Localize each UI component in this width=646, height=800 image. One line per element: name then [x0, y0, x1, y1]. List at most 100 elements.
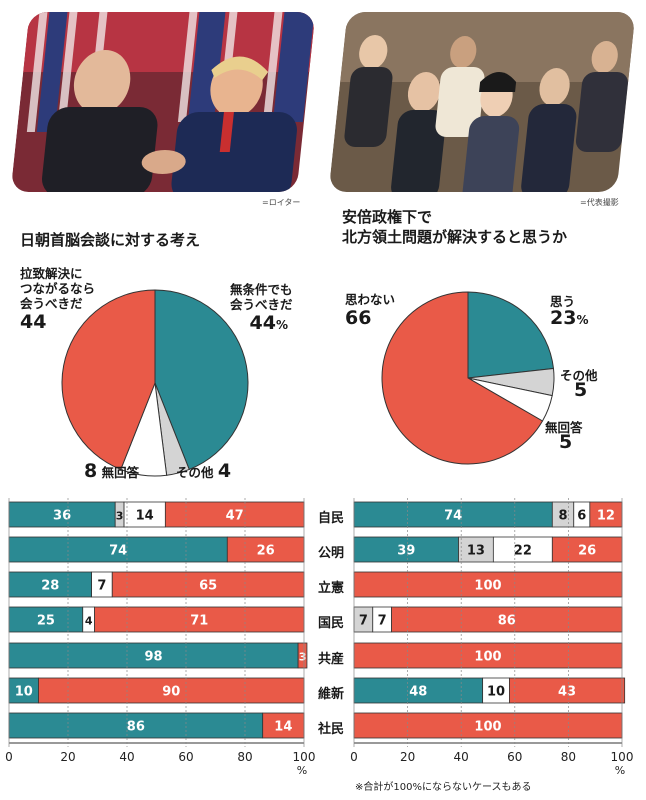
pie-left-value-unconditional: 44 — [249, 312, 276, 334]
left-bar-label: 14 — [136, 509, 154, 524]
left-tick-label: 0 — [5, 750, 13, 764]
pie-left-label-conditional: 拉致解決に つながるなら 会うべきだ 44 — [20, 266, 96, 332]
left-bar-segment — [297, 642, 308, 669]
right-bar-segment — [353, 536, 459, 563]
right-bar-segment — [492, 536, 553, 563]
pie-slice — [467, 291, 555, 379]
right-bar-segment — [391, 606, 623, 633]
pie-right-label-yes-text: 思う — [550, 294, 576, 309]
left-bar-segment — [94, 606, 305, 633]
pie-right-label-no-text: 思わない — [345, 292, 396, 307]
pie-left-label-none-text: 無回答 — [101, 465, 140, 480]
pie-right-title-line1: 安倍政権下で — [342, 208, 433, 226]
right-tick-label: 100 — [611, 750, 634, 764]
left-bar-label: 4 — [85, 615, 93, 628]
right-bar-label: 86 — [498, 614, 516, 629]
left-tick-label: 100 — [293, 750, 316, 764]
pie-right-value-other: 5 — [574, 379, 588, 401]
right-bar-segment — [482, 677, 510, 704]
left-bar-label: 65 — [199, 579, 217, 594]
pie-left-label-none: 8 無回答 — [84, 462, 140, 481]
pie-right-pct: % — [576, 313, 589, 327]
pie-left-value-none: 8 — [84, 460, 98, 482]
pie-left-label-conditional-line1: 拉致解決に — [20, 266, 83, 281]
pie-left-label-other: その他 4 — [176, 462, 231, 481]
left-bar-label: 71 — [190, 614, 208, 629]
left-bar-label: 98 — [145, 650, 163, 665]
left-bar-label: 25 — [37, 614, 55, 629]
right-bar-label: 26 — [578, 544, 596, 559]
pie-right-label-none: 無回答 5 — [545, 420, 583, 452]
right-bar-label: 39 — [397, 544, 415, 559]
left-bar-segment — [226, 536, 305, 563]
party-label: 自民 — [317, 511, 344, 526]
right-tick-label: 20 — [400, 750, 415, 764]
pie-left-label-unconditional-line2: 会うべきだ — [230, 297, 293, 312]
right-bar-label: 100 — [474, 650, 501, 665]
right-bar-label: 48 — [409, 685, 427, 700]
party-label: 国民 — [317, 616, 344, 631]
left-bar-label: 10 — [15, 685, 33, 700]
right-bar-label: 100 — [474, 579, 501, 594]
pie-left-title: 日朝首脳会談に対する考え — [20, 231, 201, 249]
pie-right-label-no: 思わない 66 — [345, 292, 396, 328]
photo-right — [328, 12, 636, 192]
right-axis-unit: % — [615, 764, 625, 777]
right-tick-label: 0 — [350, 750, 358, 764]
right-bar-label: 100 — [474, 720, 501, 735]
party-label: 維新 — [317, 687, 344, 702]
left-bar-label: 36 — [53, 509, 71, 524]
pie-slice — [61, 289, 156, 471]
left-bar-label: 86 — [127, 720, 145, 735]
left-bar-segment — [8, 712, 264, 739]
pie-left-label-conditional-line3: 会うべきだ — [20, 296, 83, 311]
pie-left-label-other-text: その他 — [176, 465, 214, 480]
left-bar-label: 47 — [226, 509, 244, 524]
left-bar-label: 26 — [257, 544, 275, 559]
pie-right-label-none-text: 無回答 — [545, 420, 583, 435]
right-bar-segment — [353, 642, 623, 669]
photo-credit-left: =ロイター — [262, 198, 301, 207]
right-tick-label: 40 — [454, 750, 469, 764]
party-label: 共産 — [317, 652, 344, 667]
party-label: 公明 — [317, 546, 344, 561]
pie-slice — [381, 291, 544, 465]
left-axis-unit: % — [297, 764, 307, 777]
left-bar-segment — [38, 677, 305, 704]
pie-left-pct: % — [275, 318, 288, 332]
right-bar-label: 7 — [378, 614, 387, 629]
left-bar-label: 3 — [299, 651, 307, 664]
pie-left-value-other: 4 — [217, 460, 232, 482]
left-tick-label: 20 — [60, 750, 75, 764]
photo-credit-right: =代表撮影 — [580, 198, 619, 207]
left-bar-label: 74 — [109, 544, 127, 559]
left-bar-segment — [8, 642, 299, 669]
pie-slice — [154, 289, 249, 471]
right-bar-segment — [353, 571, 623, 598]
pie-left-label-unconditional-line1: 無条件でも — [230, 282, 293, 297]
left-tick-label: 60 — [178, 750, 193, 764]
right-bar-label: 22 — [514, 544, 532, 559]
party-label: 立憲 — [317, 581, 344, 596]
pie-right-label-other-text: その他 — [560, 368, 598, 383]
left-bar-label: 90 — [162, 685, 180, 700]
pie-left-label-conditional-line2: つながるなら — [20, 281, 96, 296]
pie-right-label-other: その他 5 — [560, 368, 598, 401]
left-bar-segment — [111, 571, 305, 598]
pie-left — [61, 289, 249, 477]
right-tick-label: 80 — [561, 750, 576, 764]
pie-right-title-line2: 北方領土問題が解決すると思うか — [342, 228, 568, 246]
left-bar-label: 14 — [274, 720, 292, 735]
left-bar-segment — [8, 571, 92, 598]
right-bar-label: 74 — [444, 509, 462, 524]
left-bar-segment — [123, 501, 166, 528]
footnote: ※合計が100%にならないケースもある — [355, 782, 532, 793]
right-bar-label: 6 — [577, 509, 586, 524]
left-bar-label: 3 — [116, 510, 124, 523]
left-bar-label: 7 — [97, 579, 106, 594]
right-bar-label: 7 — [359, 614, 368, 629]
left-tick-label: 80 — [237, 750, 252, 764]
right-tick-label: 60 — [507, 750, 522, 764]
right-bar-label: 43 — [558, 685, 576, 700]
